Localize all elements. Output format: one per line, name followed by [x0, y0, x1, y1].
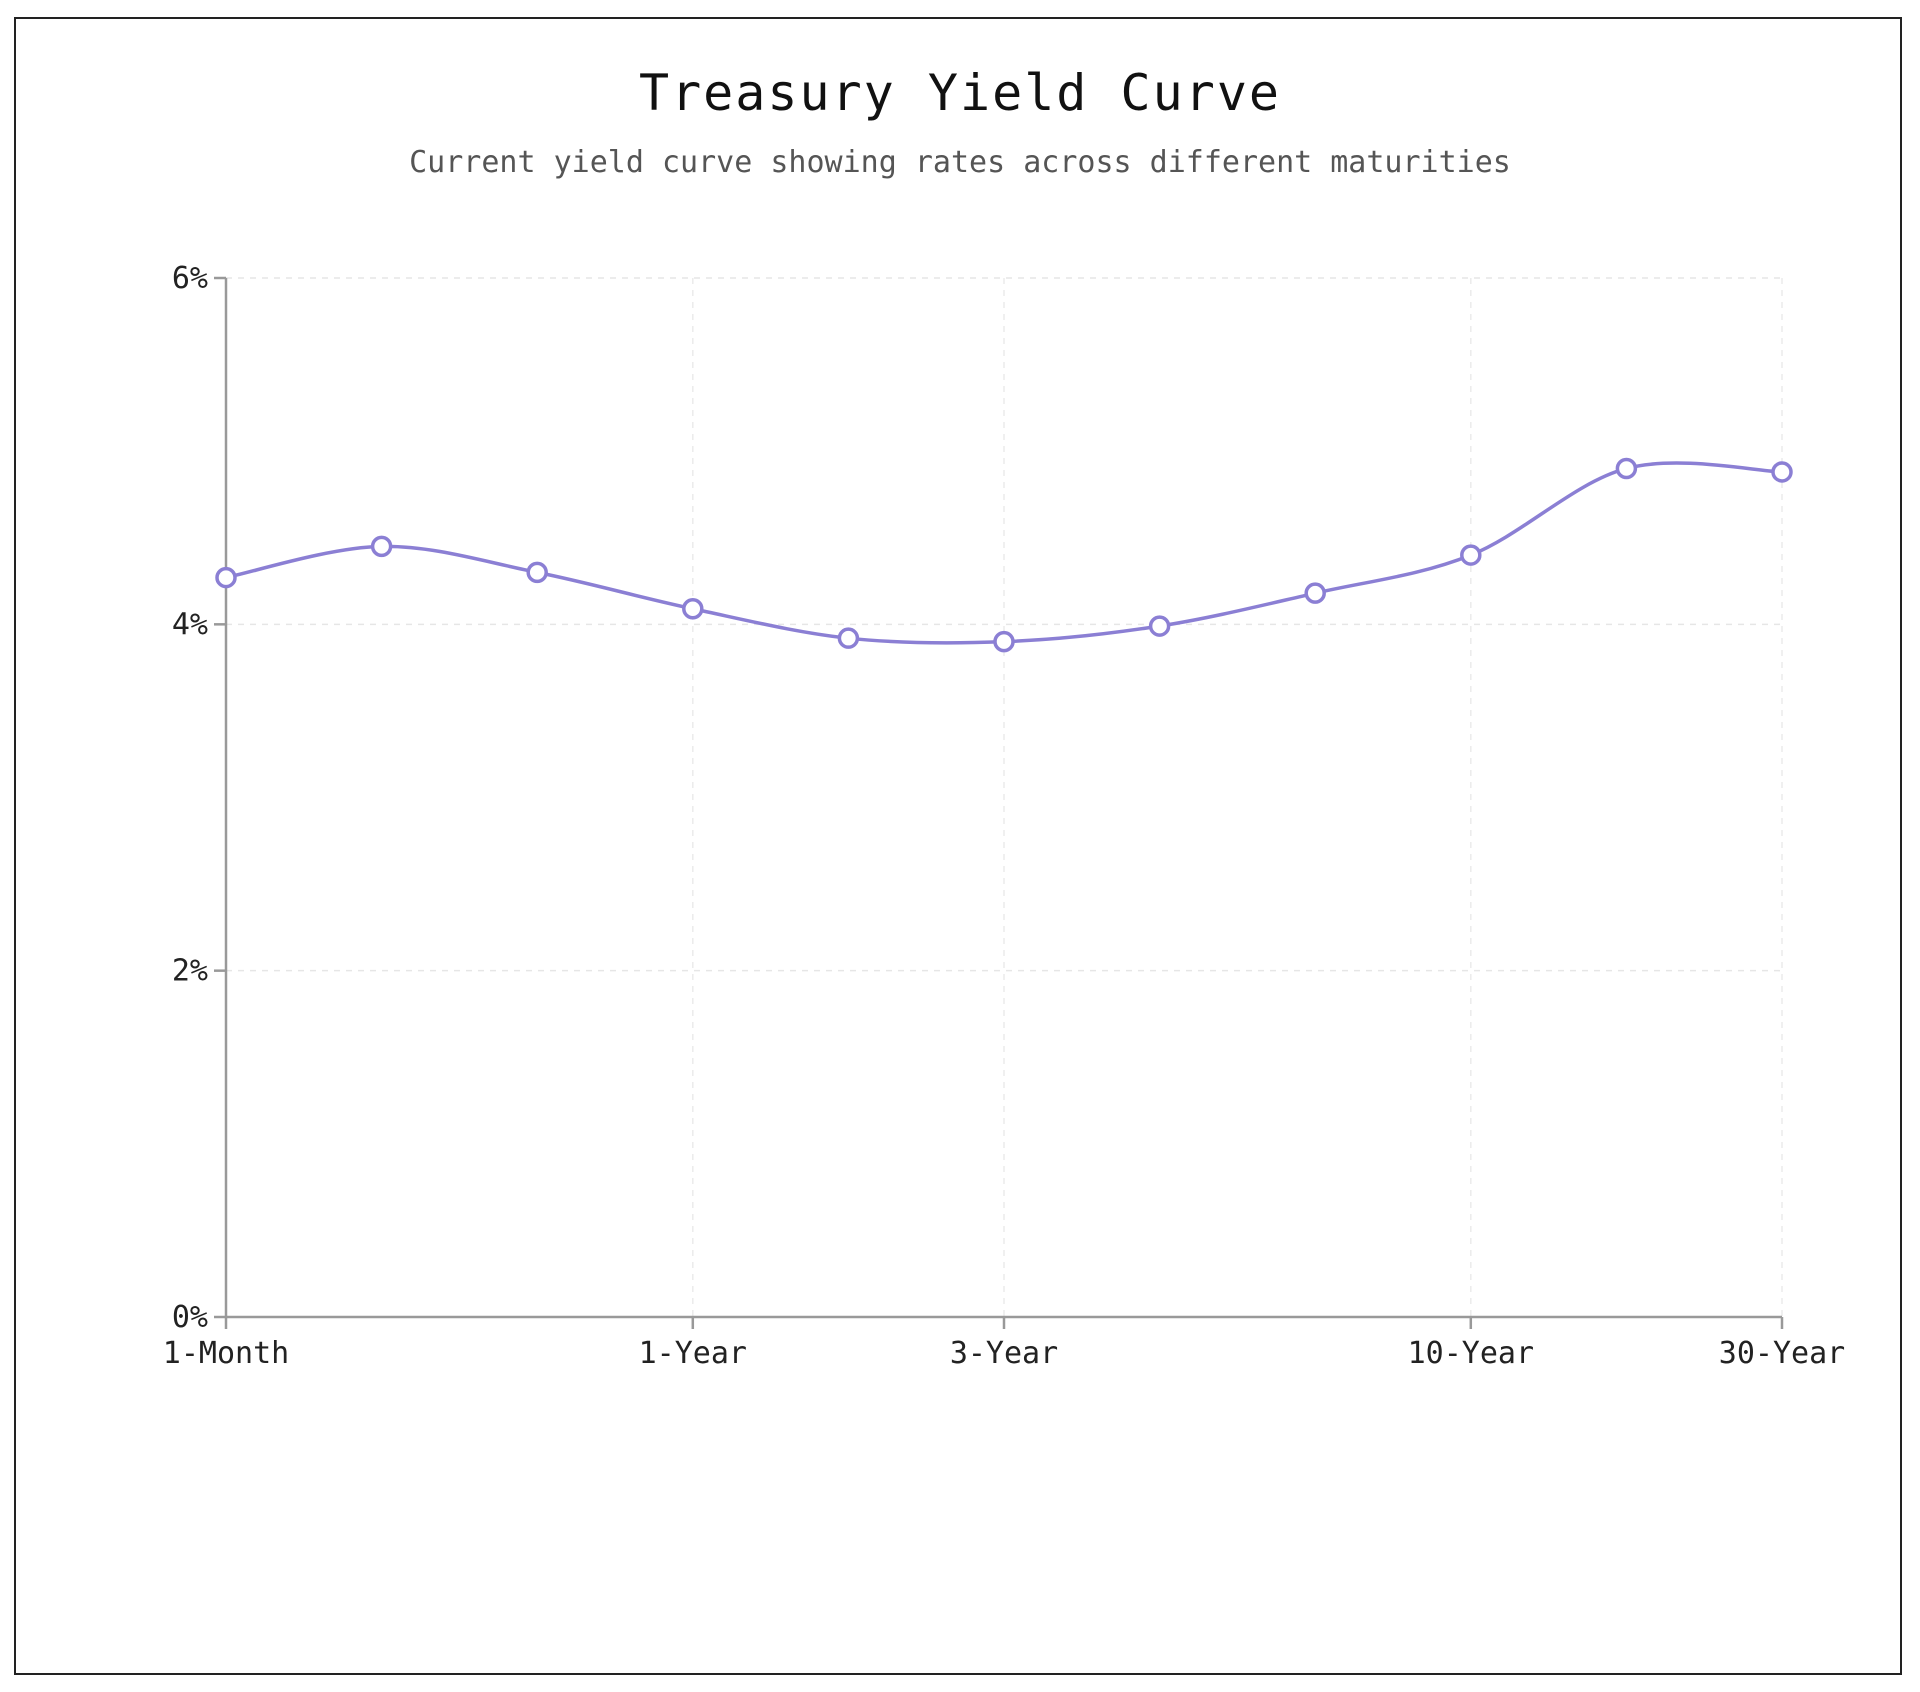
data-point: [1148, 615, 1171, 637]
y-tick-label: 4%: [172, 607, 208, 642]
x-tick-label: 3-Year: [950, 1336, 1058, 1371]
x-tick-label: 10-Year: [1408, 1336, 1534, 1371]
x-tick-label: 1-Month: [163, 1336, 289, 1371]
chart-subtitle: Current yield curve showing rates across…: [409, 145, 1511, 180]
series: [215, 457, 1793, 653]
chart-title: Treasury Yield Curve: [638, 64, 1282, 122]
x-tick-label: 1-Year: [639, 1336, 747, 1371]
y-tick-label: 2%: [172, 954, 208, 989]
data-point: [993, 630, 1015, 653]
y-tick-label: 6%: [172, 261, 208, 296]
data-point: [1771, 461, 1793, 483]
chart-frame: [14, 17, 1902, 1675]
data-point: [1304, 582, 1326, 604]
data-point: [837, 627, 860, 649]
data-point: [370, 535, 393, 558]
grid: [226, 277, 1783, 1317]
tick-labels: 0% 2% 4% 6% 1-Month 1-Year 3-Year 10-Year 30-Yea…: [163, 261, 1845, 1371]
x-tick-label: 30-Year: [1719, 1336, 1845, 1371]
axes: [214, 276, 1784, 1329]
data-point: [1460, 544, 1482, 566]
data-point: [1615, 457, 1638, 480]
data-point: [526, 561, 548, 584]
y-tick-label: 0%: [172, 1300, 208, 1335]
data-point: [682, 597, 704, 620]
data-point: [215, 566, 237, 589]
